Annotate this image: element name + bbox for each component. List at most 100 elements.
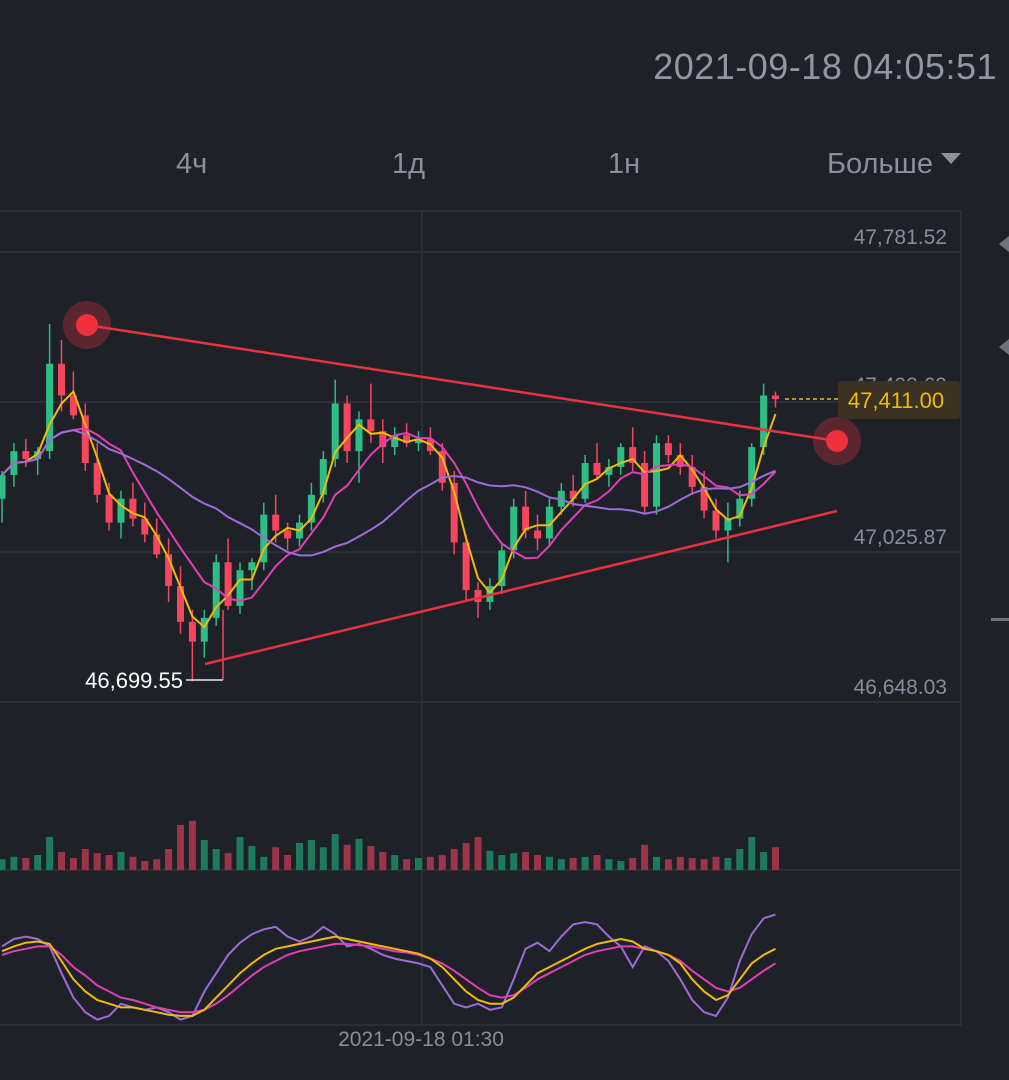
candle-body <box>403 435 411 444</box>
arrow-left-icon <box>999 339 1009 355</box>
candle-body <box>22 451 30 460</box>
ma-mid-line <box>1 427 777 602</box>
volume-bar <box>664 859 672 870</box>
candle-body <box>724 518 732 531</box>
volume-bar <box>307 840 315 870</box>
candle-body <box>284 530 292 539</box>
candle-body <box>653 443 660 507</box>
price-axis: 47,781.52 47,403.69 47,025.87 46,648.03 <box>854 226 947 699</box>
candle-body <box>700 486 708 511</box>
candle-body <box>617 447 625 467</box>
volume-bar <box>81 849 89 870</box>
tab-1d[interactable]: 1д <box>392 148 426 180</box>
candle-body <box>141 518 149 535</box>
candle-body <box>165 554 173 587</box>
trendline-handle[interactable] <box>826 430 848 452</box>
volume-bar <box>653 856 660 870</box>
candle-body <box>188 621 196 642</box>
volume-bar <box>522 852 530 870</box>
volume-bar <box>545 856 553 870</box>
volume-bar <box>284 855 292 870</box>
volume-bar <box>581 856 589 870</box>
candle-body <box>462 542 470 591</box>
volume-bar <box>450 849 458 870</box>
more-label: Больше <box>827 148 933 180</box>
candle-body <box>450 482 458 543</box>
volume-bar <box>248 846 256 870</box>
candle-body <box>688 466 696 487</box>
oscillator-lines <box>1 913 777 1021</box>
volume-bar <box>331 834 339 870</box>
volume-bar <box>93 853 101 870</box>
header-datetime: 2021-09-18 04:05:51 <box>653 46 997 87</box>
volume-bar <box>46 837 54 870</box>
time-axis-label: 2021-09-18 01:30 <box>338 1028 504 1051</box>
tab-1w[interactable]: 1н <box>608 148 641 180</box>
volume-bar <box>557 859 565 870</box>
volume-bars <box>0 820 779 870</box>
side-markers <box>991 236 1009 621</box>
volume-bar <box>188 820 196 870</box>
volume-bar <box>415 858 422 870</box>
candle-body <box>664 443 672 456</box>
candle-body <box>641 463 649 507</box>
candle-body <box>331 403 339 460</box>
candle-body <box>379 431 387 448</box>
candle-body <box>629 447 637 464</box>
support-trendline <box>204 509 838 666</box>
volume-bar <box>236 837 244 870</box>
candle-body <box>605 466 613 475</box>
trendlines <box>63 301 861 666</box>
trendline-handle[interactable] <box>76 314 98 336</box>
moving-averages <box>1 389 777 629</box>
volume-bar <box>593 855 601 870</box>
low-marker: 46,699.55 <box>85 668 223 693</box>
candle-body <box>522 506 530 531</box>
oscillator-slow-line <box>1 913 776 1021</box>
volume-bar <box>117 852 125 870</box>
volume-bar <box>736 849 744 870</box>
candle-body <box>391 435 399 448</box>
price-tick: 46,648.03 <box>854 676 947 699</box>
volume-bar <box>200 840 208 870</box>
candle-body <box>81 415 89 464</box>
volume-bar <box>153 859 161 870</box>
volume-bar <box>58 852 65 870</box>
volume-bar <box>319 847 327 870</box>
price-tick: 47,781.52 <box>854 226 947 249</box>
volume-bar <box>724 858 732 870</box>
resistance-trendline <box>86 323 838 443</box>
price-tag-bg <box>838 381 960 419</box>
volume-bar <box>462 843 470 870</box>
volume-bar <box>34 855 42 870</box>
volume-bar <box>426 856 434 870</box>
volume-bar <box>260 856 268 870</box>
volume-bar <box>296 843 303 870</box>
volume-bar <box>0 859 6 870</box>
candle-body <box>93 463 101 495</box>
volume-bar <box>355 838 363 870</box>
candle-body <box>0 474 6 499</box>
more-button[interactable]: Больше <box>827 148 961 181</box>
arrow-left-icon <box>999 236 1009 252</box>
candles <box>0 324 779 682</box>
candle-body <box>498 550 506 587</box>
volume-bar <box>605 859 613 870</box>
volume-bar <box>105 855 113 870</box>
tab-4h[interactable]: 4ч <box>176 148 208 180</box>
volume-bar <box>69 858 77 870</box>
candle-body <box>712 510 720 531</box>
volume-bar <box>772 847 779 870</box>
volume-bar <box>510 853 518 870</box>
candle-body <box>748 447 756 499</box>
candle-body <box>438 451 446 483</box>
volume-bar <box>391 855 399 870</box>
volume-bar <box>617 861 625 870</box>
volume-bar <box>760 852 768 870</box>
candle-body <box>569 490 577 499</box>
candle-body <box>510 506 518 551</box>
divider <box>991 618 1009 621</box>
candle-body <box>676 455 684 467</box>
candle-body <box>129 498 137 519</box>
